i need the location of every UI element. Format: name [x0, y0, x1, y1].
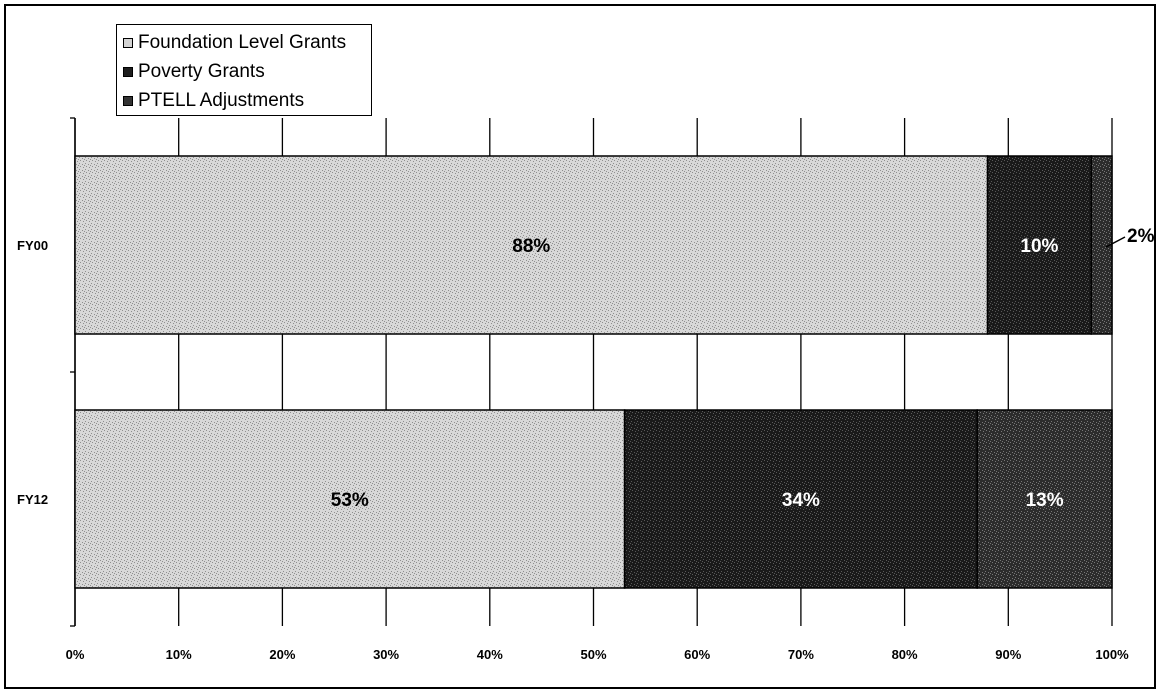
- category-label: FY00: [17, 238, 48, 253]
- chart-plot: 0% 10% 20% 30% 40% 50% 60% 70% 80% 90% 100% FY00 88%…: [17, 117, 1154, 662]
- legend-label-ptell: PTELL Adjustments: [138, 89, 305, 111]
- bar-segment: [976, 409, 1113, 589]
- x-tick-label: 20%: [269, 647, 295, 662]
- x-tick-label: 30%: [373, 647, 399, 662]
- data-label: 2%: [1127, 226, 1154, 247]
- leader-line: [1105, 236, 1126, 248]
- legend-label-foundation: Foundation Level Grants: [138, 31, 347, 53]
- legend-item-foundation: Foundation Level Grants: [123, 28, 371, 57]
- bar-segment: [74, 409, 626, 589]
- bar-segment: [74, 155, 989, 335]
- legend-swatch-ptell: [123, 95, 133, 106]
- legend-item-poverty: Poverty Grants: [123, 57, 371, 86]
- x-tick-label: 40%: [477, 647, 503, 662]
- data-label: 53%: [331, 490, 369, 511]
- category-label: FY12: [17, 492, 48, 507]
- legend-label-poverty: Poverty Grants: [138, 60, 265, 82]
- x-tick-label: 0%: [66, 647, 85, 662]
- x-tick-label: 80%: [892, 647, 918, 662]
- chart-frame: 0% 10% 20% 30% 40% 50% 60% 70% 80% 90% 100% FY00 88%…: [4, 4, 1156, 689]
- data-label: 13%: [1026, 490, 1064, 511]
- x-tick-label: 10%: [166, 647, 192, 662]
- bar-segment: [1090, 155, 1113, 335]
- legend-item-ptell: PTELL Adjustments: [123, 86, 371, 115]
- x-tick-label: 70%: [788, 647, 814, 662]
- x-tick-label: 90%: [995, 647, 1021, 662]
- x-tick-label: 60%: [684, 647, 710, 662]
- bar-segment: [986, 155, 1093, 335]
- x-tick-label: 100%: [1095, 647, 1129, 662]
- x-tick-label: 50%: [580, 647, 606, 662]
- chart-legend: Foundation Level Grants Poverty Grants P…: [116, 24, 372, 116]
- legend-swatch-poverty: [123, 66, 133, 77]
- data-label: 88%: [512, 236, 550, 257]
- bar-segment: [623, 409, 978, 589]
- data-label: 10%: [1020, 236, 1058, 257]
- legend-swatch-foundation: [123, 37, 133, 48]
- data-label: 34%: [782, 490, 820, 511]
